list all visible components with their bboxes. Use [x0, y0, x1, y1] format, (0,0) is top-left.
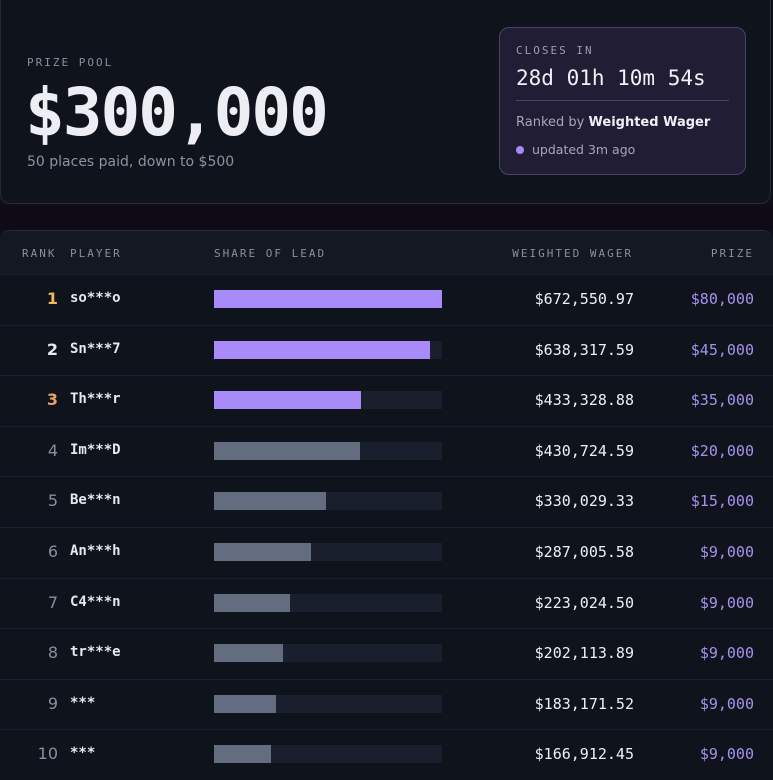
- table-row: 6 An***h $287,005.58 $9,000: [0, 527, 773, 578]
- prize-cell: $9,000: [699, 644, 754, 663]
- prize-cell: $80,000: [690, 290, 754, 308]
- share-bar-fill: [214, 593, 290, 612]
- prize-cell: $9,000: [699, 593, 754, 612]
- table-row: 5 Be***n $330,029.33 $15,000: [0, 476, 773, 528]
- column-prize: PRIZE: [710, 247, 754, 260]
- share-bar-track: [214, 441, 442, 460]
- weighted-wager-cell: $433,328.88: [534, 391, 634, 410]
- countdown-timer: 28d 01h 10m 54s: [516, 66, 706, 90]
- rank-cell: 7: [47, 592, 58, 612]
- weighted-wager-cell: $330,029.33: [534, 492, 634, 511]
- ranked-by-metric: Weighted Wager: [588, 115, 711, 130]
- weighted-wager-cell: $223,024.50: [534, 593, 634, 612]
- share-bar-fill: [214, 492, 326, 511]
- player-cell: ***: [70, 745, 96, 762]
- prize-cell: $9,000: [699, 745, 754, 764]
- weighted-wager-cell: $183,171.52: [534, 694, 634, 713]
- prize-pool-amount: $300,000: [25, 74, 329, 151]
- share-bar-track: [214, 492, 442, 511]
- table-row: 4 Im***D $430,724.59 $20,000: [0, 425, 773, 477]
- prize-cell: $20,000: [690, 441, 754, 460]
- divider: [516, 100, 729, 101]
- share-bar-track: [214, 644, 442, 663]
- share-bar-fill: [214, 694, 277, 713]
- player-cell: Th***r: [70, 391, 121, 408]
- weighted-wager-cell: $287,005.58: [534, 543, 634, 561]
- player-cell: An***h: [70, 543, 121, 559]
- ranked-by-prefix: Ranked by: [516, 115, 585, 130]
- weighted-wager-cell: $672,550.97: [534, 290, 634, 308]
- rank-cell: 6: [47, 542, 58, 561]
- table-row: 3 Th***r $433,328.88 $35,000: [0, 375, 773, 427]
- places-paid-note: 50 places paid, down to $500: [27, 154, 235, 170]
- closes-in-label: CLOSES IN: [516, 44, 594, 57]
- rank-cell: 4: [47, 440, 58, 460]
- column-weighted-wager: WEIGHTED WAGER: [512, 247, 633, 260]
- rank-cell: 8: [47, 643, 58, 663]
- player-cell: Be***n: [70, 492, 121, 509]
- rank-cell: 5: [47, 491, 58, 511]
- share-bar-fill: [214, 441, 360, 460]
- player-cell: Im***D: [70, 441, 121, 458]
- player-cell: ***: [70, 694, 96, 711]
- share-bar-fill: [214, 644, 283, 663]
- prize-pool-header: PRIZE POOL $300,000 50 places paid, down…: [0, 0, 771, 204]
- rank-cell: 9: [47, 693, 58, 713]
- table-row: 1 so***o $672,550.97 $80,000: [0, 274, 773, 325]
- player-cell: tr***e: [70, 644, 121, 661]
- prize-cell: $15,000: [690, 492, 754, 511]
- prize-cell: $9,000: [699, 543, 754, 561]
- rank-cell: 10: [37, 744, 58, 764]
- share-bar-fill: [214, 391, 361, 410]
- table-row: 2 Sn***7 $638,317.59 $45,000: [0, 324, 773, 376]
- share-bar-track: [214, 290, 442, 308]
- weighted-wager-cell: $638,317.59: [534, 340, 634, 359]
- share-bar-fill: [214, 340, 431, 359]
- prize-cell: $35,000: [690, 391, 754, 410]
- share-bar-track: [214, 593, 442, 612]
- prize-pool-label: PRIZE POOL: [27, 56, 114, 69]
- table-row: 8 tr***e $202,113.89 $9,000: [0, 628, 773, 680]
- rank-cell: 1: [46, 289, 58, 308]
- share-bar-track: [214, 543, 442, 561]
- player-cell: so***o: [70, 290, 121, 306]
- column-player: PLAYER: [70, 247, 122, 260]
- prize-cell: $45,000: [690, 340, 754, 359]
- update-status: updated 3m ago: [516, 142, 635, 157]
- share-bar-fill: [214, 290, 442, 308]
- share-bar-track: [214, 745, 442, 764]
- weighted-wager-cell: $430,724.59: [534, 441, 634, 460]
- column-rank: RANK: [22, 247, 57, 260]
- ranked-by-text: Ranked by Weighted Wager: [516, 115, 710, 130]
- table-row: 9 *** $183,171.52 $9,000: [0, 678, 773, 730]
- player-cell: C4***n: [70, 593, 121, 610]
- weighted-wager-cell: $166,912.45: [534, 745, 634, 764]
- leaderboard-table: RANK PLAYER SHARE OF LEAD WEIGHTED WAGER…: [0, 230, 773, 780]
- rank-cell: 3: [46, 390, 58, 410]
- live-dot-icon: [516, 145, 524, 154]
- countdown-card: CLOSES IN 28d 01h 10m 54s Ranked by Weig…: [499, 27, 746, 175]
- table-header: RANK PLAYER SHARE OF LEAD WEIGHTED WAGER…: [0, 231, 773, 274]
- rank-cell: 2: [46, 339, 58, 359]
- prize-cell: $9,000: [699, 694, 754, 713]
- share-bar-fill: [214, 745, 271, 764]
- share-bar-track: [214, 694, 442, 713]
- updated-text: updated 3m ago: [532, 142, 636, 157]
- player-cell: Sn***7: [70, 340, 121, 357]
- share-bar-fill: [214, 543, 312, 561]
- table-row: 10 *** $166,912.45 $9,000: [0, 729, 773, 780]
- share-bar-track: [214, 391, 442, 410]
- share-bar-track: [214, 340, 442, 359]
- weighted-wager-cell: $202,113.89: [534, 644, 634, 663]
- column-share-of-lead: SHARE OF LEAD: [214, 247, 327, 260]
- section-gap: [0, 205, 773, 230]
- table-row: 7 C4***n $223,024.50 $9,000: [0, 577, 773, 629]
